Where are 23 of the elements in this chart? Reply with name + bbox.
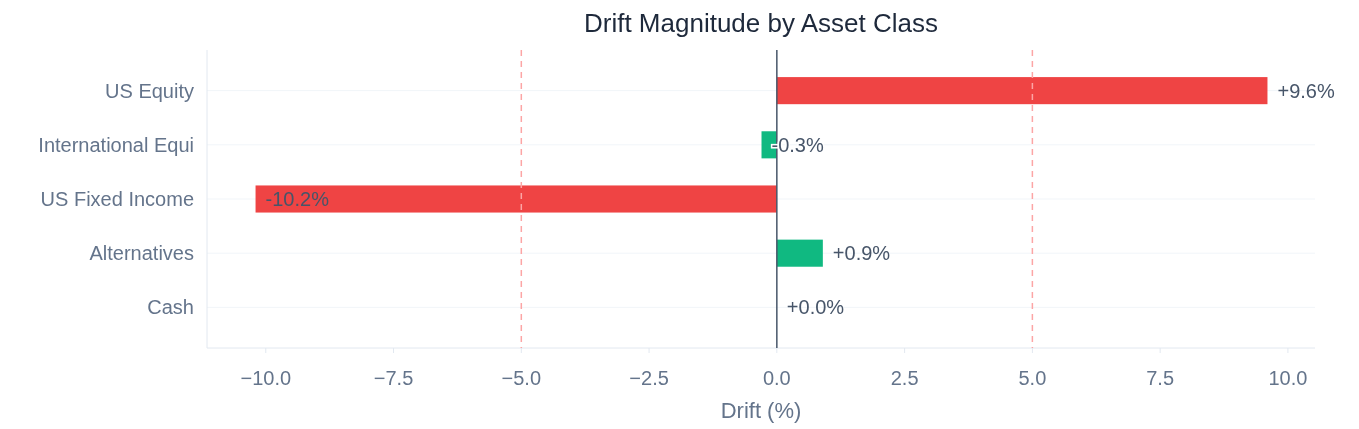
x-tick-label: 2.5 — [890, 367, 919, 389]
data-label: -10.2% — [265, 188, 330, 210]
y-tick-label: Alternatives — [89, 242, 194, 265]
x-tick-label: 5.0 — [1018, 367, 1047, 389]
bar — [255, 185, 777, 213]
y-tick-label: US Fixed Income — [40, 188, 194, 210]
x-tick-label: −7.5 — [373, 367, 414, 389]
y-tick-label: US Equity — [105, 79, 194, 102]
data-label: +0.0% — [786, 296, 845, 319]
x-tick-label: 7.5 — [1146, 367, 1175, 389]
x-tick-label: −5.0 — [501, 367, 542, 389]
data-label: +9.6% — [1277, 79, 1335, 102]
bar — [776, 77, 1268, 105]
x-tick-label: 10.0 — [1268, 367, 1308, 389]
data-label: +0.9% — [832, 242, 891, 265]
y-tick-label: Cash — [147, 296, 194, 319]
bar — [776, 239, 823, 267]
x-tick-label: −10.0 — [240, 367, 292, 389]
chart-title: Drift Magnitude by Asset Class — [583, 8, 939, 38]
y-tick-label: International Equi — [38, 133, 194, 156]
x-tick-label: −2.5 — [629, 367, 669, 389]
x-tick-label: 0.0 — [762, 367, 791, 389]
x-axis-title: Drift (%) — [720, 398, 802, 423]
